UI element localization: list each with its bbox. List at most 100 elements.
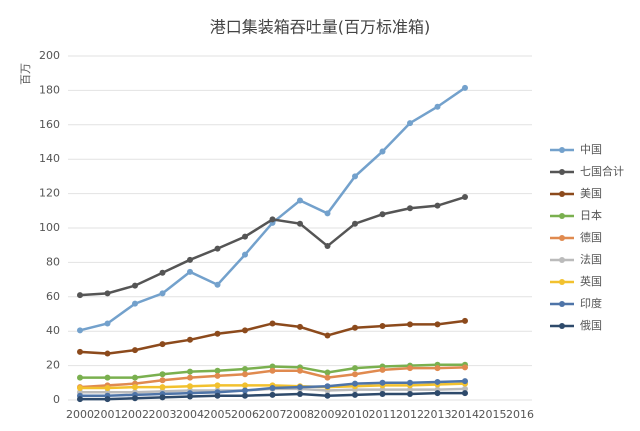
y-tick-label: 180	[39, 83, 60, 96]
point	[132, 347, 138, 354]
point	[407, 379, 413, 386]
point	[159, 394, 166, 401]
point	[379, 379, 386, 386]
point	[104, 374, 111, 381]
legend-marker	[559, 191, 565, 197]
y-tick-label: 140	[39, 152, 60, 165]
point	[132, 374, 138, 381]
point	[132, 395, 138, 402]
point	[324, 369, 331, 376]
y-tick-label: 0	[53, 393, 60, 406]
point	[77, 396, 83, 403]
legend-marker	[559, 323, 565, 329]
legend-label: 中国	[580, 143, 602, 156]
point	[159, 377, 166, 384]
x-tick-label: 2004	[176, 408, 204, 421]
legend-marker	[559, 169, 565, 175]
point	[187, 268, 193, 275]
point	[269, 363, 276, 370]
point	[159, 290, 166, 297]
legend-label: 印度	[580, 296, 602, 310]
legend-label: 英国	[580, 274, 602, 288]
point	[462, 390, 468, 397]
point	[187, 336, 193, 343]
point	[297, 390, 303, 397]
point	[214, 245, 221, 252]
legend-label: 法国	[580, 252, 602, 266]
point	[352, 371, 358, 378]
x-tick-label: 2000	[66, 408, 94, 421]
point	[407, 390, 413, 397]
point	[269, 384, 276, 391]
point	[297, 384, 303, 391]
point	[297, 367, 303, 374]
point	[379, 148, 386, 155]
point	[352, 173, 358, 180]
point	[462, 385, 468, 392]
point	[242, 366, 248, 373]
point	[214, 281, 221, 288]
point	[462, 194, 468, 201]
point	[214, 392, 221, 399]
point	[434, 365, 441, 372]
point	[187, 256, 193, 263]
legend-marker	[559, 147, 565, 153]
x-tick-label: 2010	[341, 408, 369, 421]
x-tick-label: 2002	[121, 408, 149, 421]
point	[462, 317, 468, 324]
point	[297, 220, 303, 227]
point	[434, 390, 441, 397]
point	[269, 391, 276, 398]
y-tick-label: 100	[39, 221, 60, 234]
point	[104, 384, 111, 391]
point	[77, 292, 83, 299]
point	[324, 210, 331, 217]
y-tick-label: 200	[39, 49, 60, 62]
legend-marker	[559, 301, 565, 307]
point	[187, 393, 193, 400]
point	[434, 321, 441, 328]
point	[187, 374, 193, 381]
point	[159, 371, 166, 378]
point	[352, 391, 358, 398]
point	[407, 120, 413, 127]
point	[297, 197, 303, 204]
point	[159, 269, 166, 276]
point	[242, 371, 248, 378]
point	[269, 367, 276, 374]
point	[214, 330, 221, 337]
x-tick-label: 2003	[149, 408, 177, 421]
point	[407, 386, 413, 393]
point	[407, 321, 413, 328]
point	[242, 382, 248, 389]
point	[242, 387, 248, 394]
point	[104, 320, 111, 327]
legend-label: 德国	[580, 230, 602, 244]
point	[104, 350, 111, 357]
point	[379, 390, 386, 397]
point	[324, 392, 331, 399]
point	[187, 368, 193, 375]
point	[132, 300, 138, 307]
point	[242, 327, 248, 334]
point	[324, 383, 331, 390]
point	[352, 324, 358, 331]
y-tick-label: 20	[46, 359, 60, 372]
legend-label: 俄国	[580, 319, 602, 332]
x-tick-label: 2005	[204, 408, 232, 421]
point	[214, 372, 221, 379]
point	[462, 364, 468, 371]
point	[434, 202, 441, 209]
point	[77, 348, 83, 355]
point	[434, 103, 441, 110]
legend-marker	[559, 279, 565, 285]
x-tick-label: 2007	[259, 408, 287, 421]
point	[269, 216, 276, 223]
legend-marker	[559, 213, 565, 219]
point	[462, 84, 468, 91]
point	[352, 220, 358, 227]
point	[462, 378, 468, 385]
x-tick-label: 2011	[369, 408, 397, 421]
point	[379, 386, 386, 393]
